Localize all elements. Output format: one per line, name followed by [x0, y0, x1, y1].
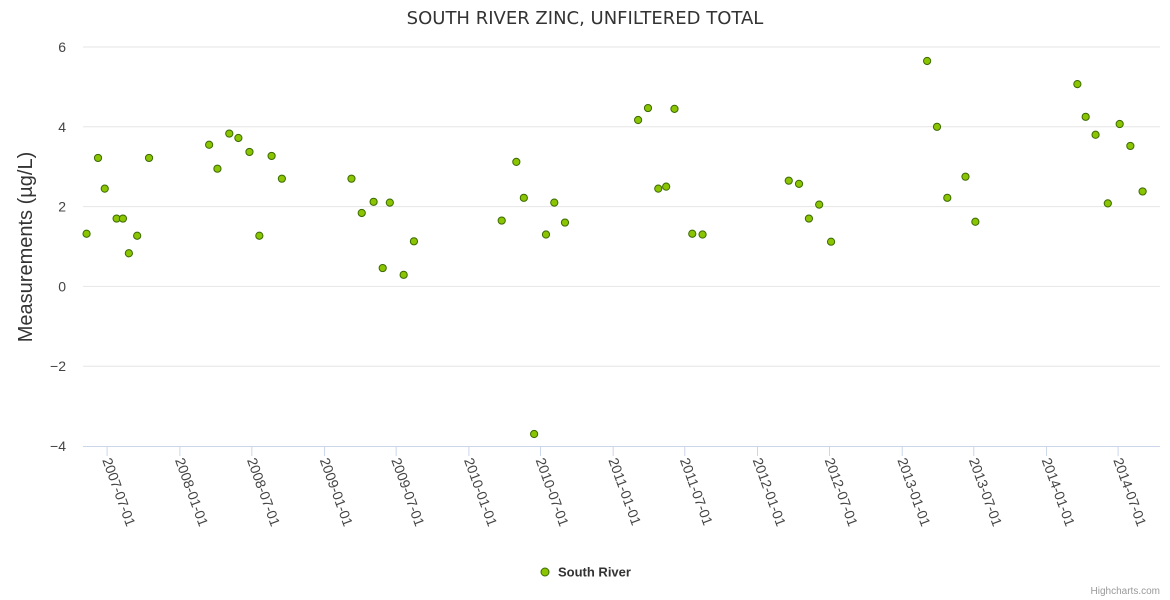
data-point[interactable] — [654, 184, 663, 193]
data-point[interactable] — [378, 263, 387, 273]
data-point[interactable] — [234, 133, 243, 143]
data-point[interactable] — [784, 176, 793, 185]
x-tick-label: 2010-01-01 — [461, 456, 501, 529]
legend-item-label[interactable]: South River — [558, 565, 631, 580]
chart-title: SOUTH RIVER ZINC, UNFILTERED TOTAL — [407, 8, 764, 29]
data-point[interactable] — [541, 230, 551, 239]
data-point[interactable] — [943, 193, 952, 202]
y-axis-label: Measurements (µg/L) — [15, 152, 37, 342]
data-point[interactable] — [1073, 80, 1082, 89]
data-point[interactable] — [1115, 119, 1124, 129]
data-point[interactable] — [826, 237, 836, 246]
x-tick-label: 2008-01-01 — [172, 456, 212, 529]
data-point[interactable] — [399, 270, 408, 279]
data-point[interactable] — [1103, 199, 1112, 208]
x-tick-label: 2009-07-01 — [388, 456, 428, 529]
data-point[interactable] — [698, 230, 707, 239]
data-point[interactable] — [794, 179, 804, 188]
credits-link[interactable]: Highcharts.com — [1091, 586, 1160, 597]
legend-marker-icon — [540, 567, 550, 577]
data-point[interactable] — [932, 122, 942, 131]
data-point[interactable] — [385, 198, 394, 207]
data-point[interactable] — [124, 249, 133, 258]
x-tick-label: 2011-01-01 — [605, 456, 644, 528]
data-point[interactable] — [144, 153, 154, 163]
x-tick-label: 2012-01-01 — [750, 456, 790, 529]
legend[interactable]: South River — [540, 565, 631, 580]
data-point[interactable] — [550, 198, 559, 207]
data-point[interactable] — [961, 172, 970, 181]
x-axis-ticks: 2007-07-01 2008-01-01 2008-07-01 2009-01-01… — [99, 446, 1150, 529]
x-tick-label: 2012-07-01 — [822, 456, 862, 529]
data-point[interactable] — [100, 184, 109, 193]
data-point[interactable] — [971, 217, 980, 226]
y-tick-label: 2 — [58, 199, 66, 215]
y-tick-label: 6 — [58, 39, 66, 55]
data-point[interactable] — [512, 157, 521, 167]
data-point[interactable] — [1138, 187, 1147, 196]
data-point[interactable] — [1126, 141, 1135, 151]
data-point[interactable] — [93, 153, 103, 163]
x-tick-label: 2008-07-01 — [244, 456, 284, 529]
data-point[interactable] — [670, 104, 679, 113]
x-tick-label: 2013-01-01 — [894, 456, 934, 529]
data-point[interactable] — [634, 115, 643, 125]
data-point[interactable] — [1091, 130, 1100, 139]
data-point[interactable] — [357, 208, 366, 218]
data-point[interactable] — [923, 56, 932, 66]
data-point[interactable] — [225, 129, 234, 138]
y-tick-label: −2 — [50, 358, 66, 374]
data-point[interactable] — [245, 147, 254, 157]
y-tick-label: 0 — [58, 278, 66, 294]
x-tick-label: 2009-01-01 — [317, 456, 357, 529]
data-point[interactable] — [409, 237, 419, 246]
x-tick-label: 2014-01-01 — [1039, 456, 1079, 529]
x-tick-label: 2010-07-01 — [533, 456, 573, 529]
data-point[interactable] — [267, 151, 276, 161]
y-tick-label: −4 — [50, 438, 66, 454]
data-point[interactable] — [815, 200, 824, 209]
data-point[interactable] — [118, 214, 128, 223]
data-point[interactable] — [82, 229, 91, 238]
data-point[interactable] — [277, 174, 286, 183]
data-point[interactable] — [347, 174, 356, 183]
data-point[interactable] — [688, 229, 697, 238]
data-point[interactable] — [643, 103, 653, 113]
data-point[interactable] — [662, 182, 671, 191]
series-south-river — [82, 56, 1147, 439]
data-point[interactable] — [133, 231, 142, 240]
data-point[interactable] — [255, 231, 264, 240]
x-tick-label: 2011-07-01 — [677, 456, 716, 528]
x-tick-label: 2013-07-01 — [966, 456, 1006, 529]
gridlines — [83, 46, 1160, 367]
y-axis-ticks: −4 −2 0 2 4 6 — [50, 39, 66, 454]
data-point[interactable] — [519, 193, 528, 202]
data-point[interactable] — [1081, 112, 1090, 121]
data-point[interactable] — [497, 216, 506, 225]
data-point[interactable] — [213, 164, 222, 173]
data-point[interactable] — [205, 140, 214, 149]
data-point[interactable] — [560, 218, 570, 227]
data-point[interactable] — [369, 197, 378, 206]
data-point[interactable] — [804, 214, 814, 223]
y-tick-label: 4 — [58, 119, 66, 135]
data-point[interactable] — [530, 429, 539, 439]
x-tick-label: 2014-07-01 — [1110, 456, 1150, 529]
x-tick-label: 2007-07-01 — [99, 456, 139, 529]
